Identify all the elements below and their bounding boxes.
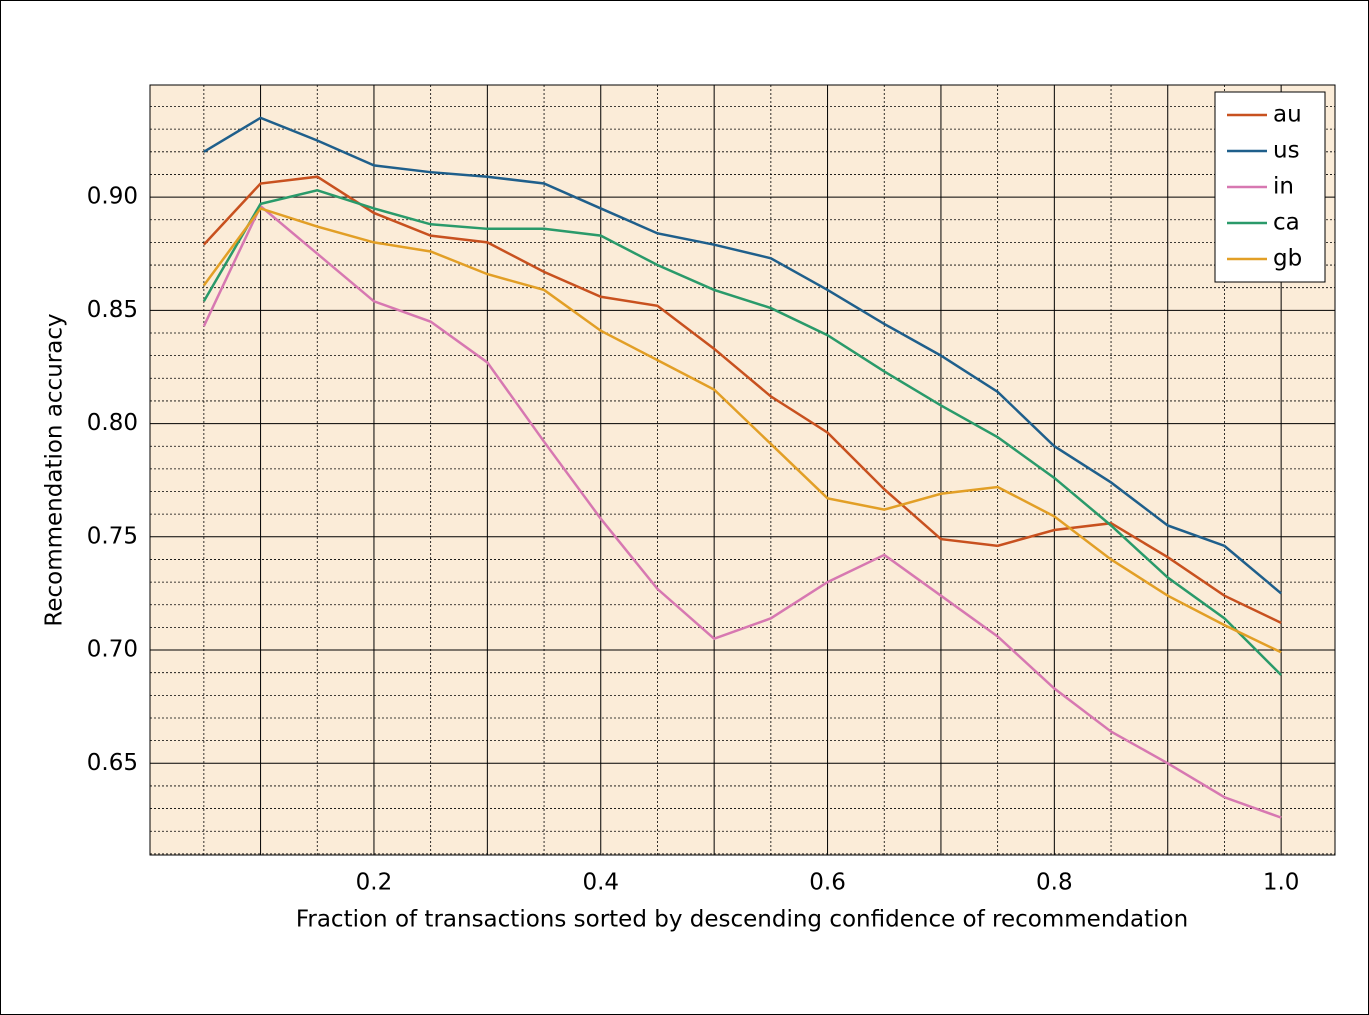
y-axis-label: Recommendation accuracy bbox=[42, 313, 68, 626]
x-tick-label: 0.8 bbox=[1036, 870, 1073, 896]
plot-border bbox=[149, 84, 1336, 856]
plot-area bbox=[150, 85, 1335, 855]
y-tick-label: 0.70 bbox=[87, 637, 138, 663]
legend-label: in bbox=[1273, 174, 1294, 200]
legend-label: gb bbox=[1273, 246, 1302, 272]
x-tick-label: 0.2 bbox=[356, 870, 393, 896]
line-series bbox=[203, 116, 1282, 595]
legend-label: us bbox=[1273, 138, 1300, 164]
y-tick-label: 0.65 bbox=[87, 750, 138, 776]
x-axis-label: Fraction of transactions sorted by desce… bbox=[296, 907, 1188, 933]
legend-label: ca bbox=[1273, 210, 1300, 236]
line-series bbox=[202, 206, 1282, 654]
y-tick-label: 0.75 bbox=[87, 523, 138, 549]
line-series bbox=[202, 175, 1282, 624]
line-series bbox=[202, 189, 1283, 676]
y-tick-label: 0.90 bbox=[87, 184, 138, 210]
x-tick-label: 0.4 bbox=[582, 870, 619, 896]
x-tick-label: 1.0 bbox=[1263, 870, 1300, 896]
x-tick-label: 0.6 bbox=[809, 870, 846, 896]
y-tick-label: 0.85 bbox=[87, 297, 138, 323]
line-series bbox=[202, 204, 1282, 819]
y-tick-label: 0.80 bbox=[87, 410, 138, 436]
legend-label: au bbox=[1273, 102, 1302, 128]
